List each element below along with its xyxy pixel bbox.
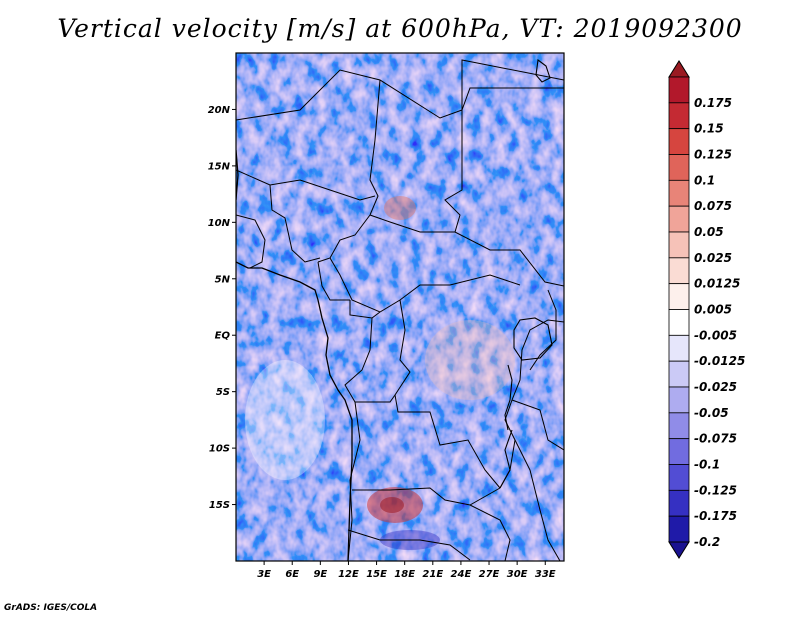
colorbar-swatch [668,515,690,543]
lon-tick-label: 24E [451,569,472,580]
lon-tick-label: 15E [366,569,387,580]
colorbar-swatch [668,128,690,155]
lon-tick-label: 6E [285,569,299,580]
colorbar-swatch [668,360,690,388]
colorbar: 0.175 0.15 0.125 0.1 0.075 0.05 0.025 0.0125 0.0… [668,60,745,559]
colorbar-label: -0.2 [694,535,720,549]
lon-tick-label: 18E [394,569,415,580]
colorbar-swatch [668,179,690,207]
lat-tick-label: EQ [215,331,231,342]
lon-tick-label: 9E [313,569,327,580]
colorbar-swatch [668,283,690,310]
colorbar-label: 0.075 [694,199,732,213]
colorbar-label: -0.005 [694,328,737,342]
colorbar-label: -0.05 [694,406,729,420]
lon-tick-label: 33E [535,569,556,580]
lon-tick-label: 30E [507,569,528,580]
lat-tick-label: 10S [209,444,230,455]
lat-tick-label: 10N [208,218,231,229]
colorbar-swatch [668,464,690,491]
colorbar-label: 0.005 [694,303,732,317]
colorbar-swatch [668,102,690,130]
colorbar-swatch [668,309,690,336]
colorbar-label: 0.1 [694,173,715,187]
colorbar-swatch [668,438,690,465]
updraft-region-north [384,196,416,220]
colorbar-label: 0.175 [694,96,732,110]
lon-tick-label: 27E [479,569,500,580]
lat-tick-label: 20N [208,105,231,116]
colorbar-label: 0.15 [694,122,724,136]
colorbar-label: -0.1 [694,458,720,472]
country-boundaries [236,59,564,561]
colorbar-swatch [668,386,690,414]
colorbar-swatch [668,205,690,233]
plot-frame [235,52,565,562]
colorbar-label: 0.05 [694,225,724,239]
great-lakes [499,58,553,489]
velocity-field [236,53,564,561]
lat-tick-label: 5S [216,387,230,398]
pale-region-east [425,320,515,400]
colorbar-label: -0.175 [694,509,737,523]
lat-axis: 20N 15N 10N 5N EQ 5S 10S 15S [208,105,236,511]
colorbar-swatch [668,334,690,362]
colorbar-label: -0.025 [694,380,737,394]
pale-region-west [245,360,325,480]
lon-tick-label: 12E [338,569,359,580]
colorbar-swatch [668,154,690,181]
lon-axis: 3E 6E 9E 12E 15E 18E 21E 24E 27E 30E 33E [257,561,556,580]
colorbar-label: 0.0125 [694,277,740,291]
footer-credit: GrADS: IGES/COLA [4,603,98,613]
lon-tick-label: 3E [257,569,271,580]
colorbar-swatch [668,489,690,517]
colorbar-label: -0.0125 [694,354,745,368]
colorbar-swatch [668,231,690,259]
lon-tick-label: 21E [422,569,443,580]
colorbar-swatch [668,412,690,440]
colorbar-label: -0.125 [694,483,737,497]
colorbar-label: 0.025 [694,251,732,265]
colorbar-swatch [668,257,690,285]
lat-tick-label: 15S [209,500,230,511]
colorbar-swatch [668,76,690,104]
coastline [236,149,353,561]
lat-tick-label: 5N [215,274,231,285]
colorbar-label: -0.075 [694,432,737,446]
updraft-core-south [380,497,404,513]
lat-tick-label: 15N [208,161,231,172]
colorbar-bottom-arrow [668,541,690,559]
colorbar-top-arrow [668,60,690,78]
colorbar-label: 0.125 [694,148,732,162]
chart-title: Vertical velocity [m/s] at 600hPa, VT: 2… [57,14,743,43]
